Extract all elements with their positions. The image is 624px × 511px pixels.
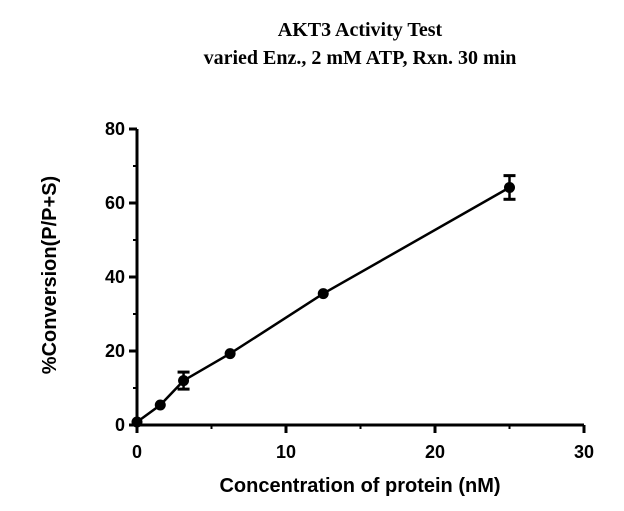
- chart-subtitle: varied Enz., 2 mM ATP, Rxn. 30 min: [204, 47, 517, 69]
- y-tick-label: 60: [105, 193, 125, 213]
- tick-marks: [129, 127, 586, 433]
- y-tick-label: 40: [105, 267, 125, 287]
- y-tick-label: 20: [105, 341, 125, 361]
- axes: [135, 129, 584, 427]
- x-tick-label: 0: [132, 442, 142, 462]
- y-tick-label: 80: [105, 119, 125, 139]
- y-axis-label: %Conversion(P/P+S): [39, 176, 61, 374]
- data-point: [317, 288, 329, 300]
- data-point: [131, 416, 143, 428]
- x-tick-label: 20: [425, 442, 445, 462]
- data-point: [154, 399, 166, 411]
- x-tick-label: 30: [574, 442, 594, 462]
- tick-labels: 0 10 20 30 0 20 40 60 80: [105, 119, 594, 462]
- y-tick-label: 0: [115, 415, 125, 435]
- series-line: [136, 186, 511, 424]
- chart-title: AKT3 Activity Test: [278, 19, 443, 41]
- x-tick-label: 10: [276, 442, 296, 462]
- data-point: [178, 375, 190, 387]
- data-point: [224, 348, 236, 360]
- x-axis-label: Concentration of protein (nM): [219, 475, 500, 497]
- data-series: [131, 174, 516, 428]
- data-point: [504, 181, 515, 193]
